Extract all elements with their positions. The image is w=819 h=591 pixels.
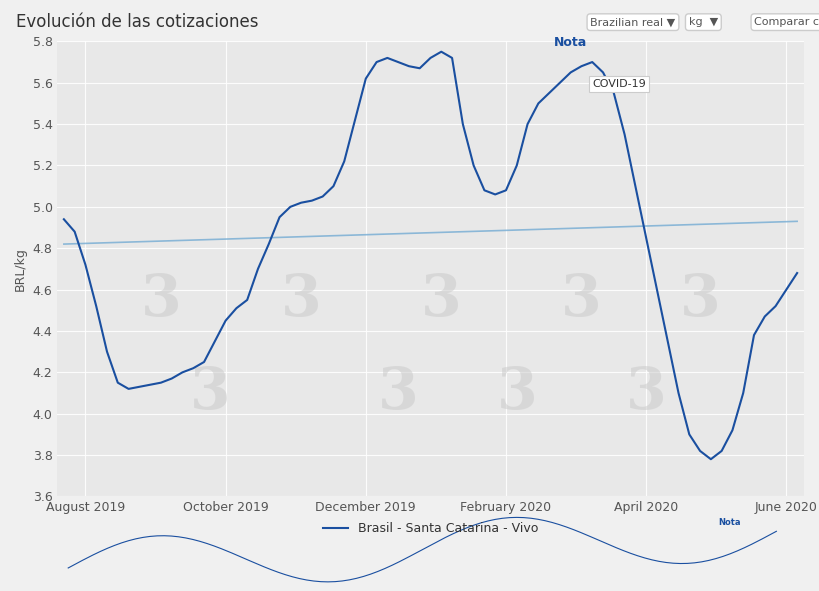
- Text: 3: 3: [625, 365, 666, 421]
- Text: 3: 3: [280, 272, 321, 328]
- Text: 3: 3: [495, 365, 536, 421]
- Text: kg  ▼: kg ▼: [688, 17, 717, 27]
- Text: 3: 3: [679, 272, 720, 328]
- Text: Evolución de las cotizaciones: Evolución de las cotizaciones: [16, 13, 259, 31]
- Text: Brazilian real ▼: Brazilian real ▼: [590, 17, 675, 27]
- Text: 3: 3: [190, 365, 231, 421]
- Text: COVID-19: COVID-19: [591, 79, 645, 89]
- Text: 3: 3: [140, 272, 181, 328]
- Legend: Brasil - Santa Catarina - Vivo: Brasil - Santa Catarina - Vivo: [318, 517, 542, 540]
- Text: 3: 3: [560, 272, 601, 328]
- Y-axis label: BRL/kg: BRL/kg: [14, 247, 27, 291]
- Text: 3: 3: [420, 272, 461, 328]
- Text: Comparar con.. ▼: Comparar con.. ▼: [753, 17, 819, 27]
- Text: Nota: Nota: [553, 35, 586, 48]
- Text: 3: 3: [378, 365, 418, 421]
- Text: Nota: Nota: [717, 518, 740, 527]
